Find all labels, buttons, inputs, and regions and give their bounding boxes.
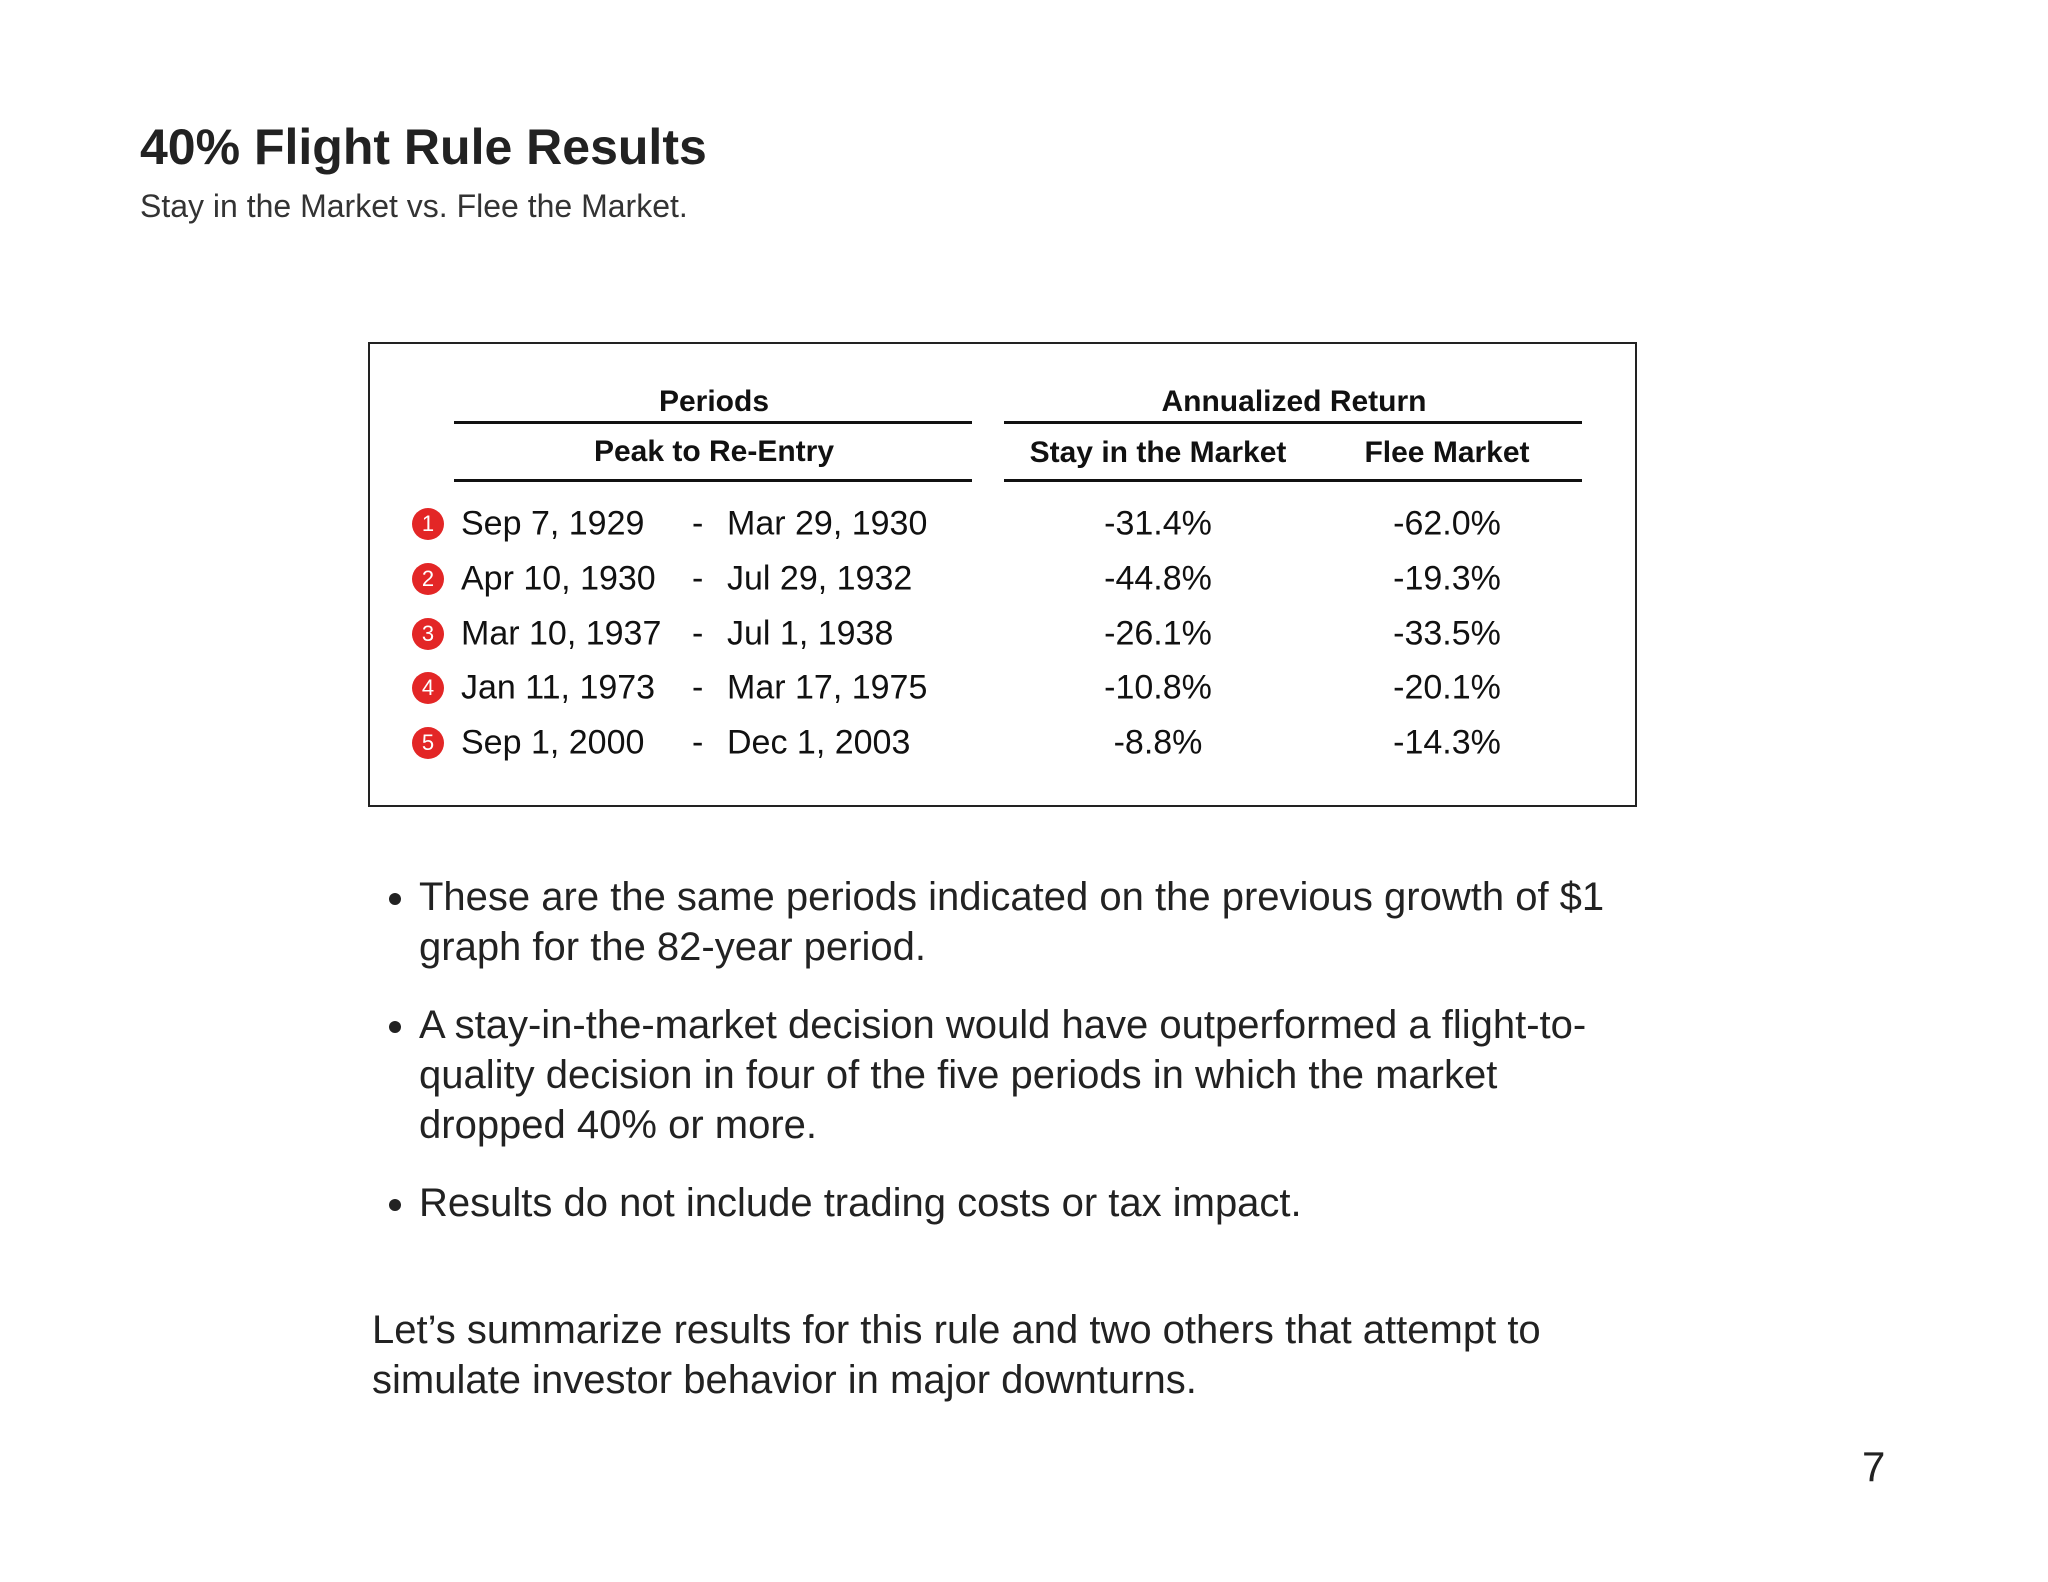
- period-start: Sep 1, 2000: [461, 723, 645, 762]
- period-separator: -: [692, 723, 704, 762]
- stay-return: -26.1%: [1104, 614, 1212, 653]
- flee-return: -20.1%: [1393, 668, 1501, 707]
- row-marker: 3: [412, 617, 444, 650]
- title: 40% Flight Rule Results: [140, 119, 707, 175]
- subtitle: Stay in the Market vs. Flee the Market.: [140, 188, 688, 224]
- header-rule: [454, 421, 972, 424]
- column-header: Peak to Re-Entry: [593, 435, 835, 468]
- stay-return: -44.8%: [1104, 559, 1212, 598]
- period-start: Apr 10, 1930: [461, 559, 656, 598]
- stay-return: -10.8%: [1104, 668, 1212, 707]
- table-frame: [368, 342, 1637, 807]
- period-separator: -: [692, 614, 704, 653]
- bullet-item: These are the same periods indicated on …: [419, 872, 1639, 972]
- period-end: Mar 17, 1975: [727, 668, 928, 707]
- period-start: Mar 10, 1937: [461, 614, 662, 653]
- column-header: Flee Market: [1364, 436, 1530, 469]
- flee-return: -62.0%: [1393, 504, 1501, 543]
- period-end: Jul 29, 1932: [727, 559, 913, 598]
- column-header: Stay in the Market: [1029, 436, 1287, 469]
- row-marker: 1: [412, 508, 444, 540]
- period-separator: -: [692, 559, 704, 598]
- page-number: 7: [1862, 1443, 1886, 1490]
- bullet-item: A stay-in-the-market decision would have…: [419, 1000, 1639, 1150]
- period-start: Jan 11, 1973: [461, 668, 656, 707]
- group-header: Annualized Return: [1161, 385, 1427, 418]
- stay-return: -31.4%: [1104, 504, 1212, 543]
- flee-return: -14.3%: [1393, 723, 1501, 762]
- row-marker: 2: [412, 562, 444, 595]
- header-rule: [454, 479, 972, 482]
- closing-text: Let’s summarize results for this rule an…: [372, 1308, 1541, 1402]
- row-marker: 4: [412, 672, 444, 705]
- flee-return: -19.3%: [1393, 559, 1501, 598]
- period-end: Mar 29, 1930: [727, 504, 928, 543]
- period-separator: -: [692, 504, 704, 543]
- bullet-list: These are the same periods indicated on …: [379, 872, 1639, 1256]
- period-start: Sep 7, 1929: [461, 504, 645, 543]
- period-separator: -: [692, 668, 704, 707]
- period-end: Dec 1, 2003: [727, 723, 911, 762]
- header-rule: [1004, 479, 1582, 482]
- period-end: Jul 1, 1938: [727, 614, 894, 653]
- row-marker: 5: [412, 727, 444, 760]
- header-rule: [1004, 421, 1582, 424]
- group-header: Periods: [658, 385, 770, 418]
- bullet-item: Results do not include trading costs or …: [419, 1178, 1639, 1228]
- flee-return: -33.5%: [1393, 614, 1501, 653]
- stay-return: -8.8%: [1113, 723, 1203, 762]
